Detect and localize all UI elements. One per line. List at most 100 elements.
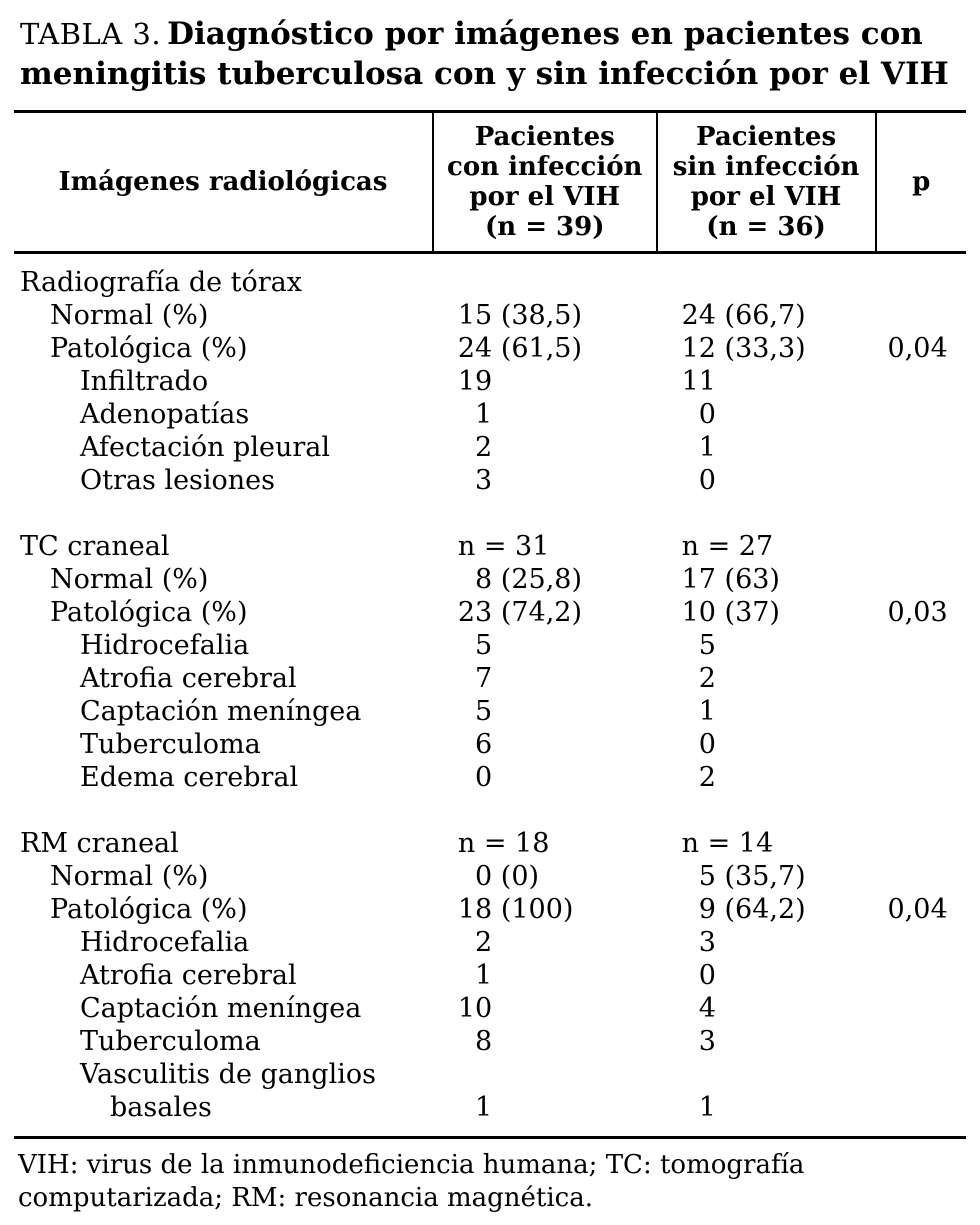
table-row: Afectación pleural 2 1	[14, 431, 966, 464]
header-patients-with-hiv: Pacientes con infección por el VIH (n = …	[431, 111, 657, 253]
row-label: RM craneal	[20, 828, 179, 859]
table-row: Normal (%) 15 (38,5) 24 (66,7)	[14, 299, 966, 332]
row-label: TC craneal	[20, 531, 170, 562]
value-number: 7	[475, 663, 493, 694]
value-no-hiv: 0	[657, 959, 876, 992]
value-hiv: 10	[433, 992, 657, 1025]
table-row: Atrofia cerebral 1 0	[14, 959, 966, 992]
value-hiv: 6	[433, 728, 657, 761]
value-hiv: 0	[433, 761, 657, 794]
value-number: 8	[475, 564, 493, 595]
value-no-hiv: 4	[657, 992, 876, 1025]
row-label: Captación meníngea	[80, 696, 362, 727]
row-label: Edema cerebral	[80, 762, 299, 793]
value-no-hiv: 0	[657, 464, 876, 497]
value-number: 5	[475, 696, 493, 727]
row-label: Hidrocefalia	[80, 630, 250, 661]
table-row: Captación meníngea 10 4	[14, 992, 966, 1025]
table-row: Patológica (%) 24 (61,5) 12 (33,3) 0,04	[14, 332, 966, 365]
value-hiv: 1	[433, 959, 657, 992]
row-label: Normal (%)	[50, 300, 209, 331]
value-no-hiv: n = 27	[681, 531, 774, 562]
value-number: 0	[475, 861, 493, 892]
table-row: TC craneal n = 31 n = 27	[14, 530, 966, 563]
table-row: basales 1 1	[14, 1091, 966, 1138]
header-images-radiologicas: Imágenes radiológicas	[58, 167, 388, 197]
row-label: Normal (%)	[50, 564, 209, 595]
header-p-value: p	[874, 111, 966, 253]
p-value	[876, 728, 966, 761]
value-no-hiv: 11	[657, 365, 876, 398]
value-no-hiv: 2	[657, 662, 876, 695]
value-number: 2	[698, 663, 716, 694]
row-label: Tuberculoma	[80, 1026, 261, 1057]
data-table: Imágenes radiológicas Pacientes con infe…	[14, 110, 966, 1139]
value-number: 10	[457, 993, 493, 1024]
row-label: Captación meníngea	[80, 993, 362, 1024]
value-number: 2	[698, 762, 716, 793]
value-percent: (100)	[492, 894, 574, 925]
row-label: Otras lesiones	[80, 465, 276, 496]
p-value	[876, 827, 966, 860]
value-number: 5	[475, 630, 493, 661]
p-value: 0,03	[887, 597, 948, 628]
value-percent: (38,5)	[492, 300, 583, 331]
value-no-hiv: 12 (33,3)	[657, 332, 876, 365]
row-label: Atrofia cerebral	[80, 960, 297, 991]
value-no-hiv: 1	[657, 695, 876, 728]
value-percent: (33,3)	[715, 333, 806, 364]
value-hiv: 2	[433, 926, 657, 959]
table-row: Captación meníngea 5 1	[14, 695, 966, 728]
value-hiv: 7	[433, 662, 657, 695]
p-value	[876, 860, 966, 893]
value-hiv: 1	[433, 398, 657, 431]
value-percent: (25,8)	[492, 564, 582, 595]
value-no-hiv: 3	[657, 926, 876, 959]
header-patients-without-hiv: Pacientes sin infección por el VIH (n = …	[655, 111, 876, 253]
value-number: 0	[698, 465, 716, 496]
p-value: 0,04	[887, 333, 948, 364]
value-number: 10	[681, 597, 716, 628]
p-value	[876, 695, 966, 728]
row-label: Infiltrado	[80, 366, 209, 397]
value-hiv: n = 31	[457, 531, 550, 562]
table-row: Adenopatías 1 0	[14, 398, 966, 431]
value-hiv: 1	[433, 1091, 657, 1138]
table-row: Normal (%) 8 (25,8) 17 (63)	[14, 563, 966, 596]
table-row: Atrofia cerebral 7 2	[14, 662, 966, 695]
value-hiv: 23 (74,2)	[433, 596, 657, 629]
table-row: Otras lesiones 3 0	[14, 464, 966, 497]
row-label: Tuberculoma	[80, 729, 261, 760]
value-number: 0	[475, 762, 493, 793]
value-number: 1	[698, 432, 716, 463]
value-hiv: 5	[433, 695, 657, 728]
value-hiv: 15 (38,5)	[433, 299, 657, 332]
value-no-hiv: 0	[657, 398, 876, 431]
value-percent: (0)	[492, 861, 540, 892]
table-row: Infiltrado 19 11	[14, 365, 966, 398]
value-no-hiv: 24 (66,7)	[657, 299, 876, 332]
p-value	[876, 959, 966, 992]
spacer-cell	[14, 497, 966, 530]
row-label: Radiografía de tórax	[20, 267, 302, 298]
value-number: 12	[681, 333, 716, 364]
spacer-row	[14, 497, 966, 530]
value-number: 15	[457, 300, 493, 331]
value-number: 6	[475, 729, 493, 760]
value-number: 18	[457, 894, 493, 925]
p-value	[876, 464, 966, 497]
table-row: Vasculitis de ganglios	[14, 1058, 966, 1091]
value-number: 0	[698, 399, 716, 430]
p-value	[876, 926, 966, 959]
value-no-hiv: 3	[657, 1025, 876, 1058]
row-label: Patológica (%)	[50, 333, 248, 364]
p-value	[876, 563, 966, 596]
p-value	[876, 1091, 966, 1138]
value-hiv: 0 (0)	[433, 860, 657, 893]
value-number: 19	[457, 366, 493, 397]
p-value	[876, 992, 966, 1025]
table-body: Radiografía de tórax Normal (%) 15 (38,5) 2…	[14, 253, 966, 1138]
value-number: 9	[698, 894, 716, 925]
value-number: 4	[698, 993, 716, 1024]
value-number: 1	[698, 1092, 716, 1123]
